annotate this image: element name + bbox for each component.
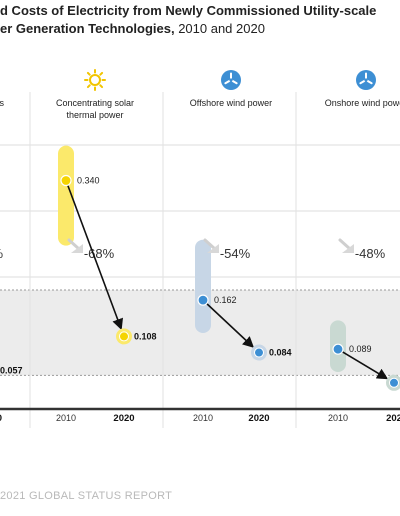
group-1-point-2010 <box>60 174 72 187</box>
group-1-name-line-0: Concentrating solar <box>56 98 134 108</box>
group-3-point-2020 <box>389 377 399 388</box>
group-2-wind-turbine-icon-hub <box>229 78 233 82</box>
group-3-x-label-2010: 2010 <box>328 413 348 423</box>
group-2-decline-icon-stroke <box>203 238 217 251</box>
group-3-x-label-2020: 202 <box>386 413 400 424</box>
group-1-sun-icon-core <box>89 74 101 86</box>
group-2-label-2020: 0.084 <box>269 348 292 358</box>
title-line2-bold: er Generation Technologies, <box>0 21 175 36</box>
group-2-point-2010 <box>197 294 209 306</box>
group-1-sun-icon-ray-7 <box>99 71 104 76</box>
group-3-wind-turbine-icon-hub <box>364 78 368 82</box>
group-1-sun-icon-ray-1 <box>99 84 104 89</box>
title-line2-rest: 2010 and 2020 <box>174 21 265 36</box>
group-3-pct-change: -48% <box>355 246 386 261</box>
group-1-point-2020 <box>119 331 129 342</box>
group-0-x-label-2020: 0 <box>0 413 2 424</box>
group-0-pct-change: % <box>0 246 3 261</box>
group-1-change-arrow <box>65 180 123 331</box>
group-2-x-label-2010: 2010 <box>193 413 213 423</box>
group-1-label-2020: 0.108 <box>134 331 157 341</box>
group-2-name-line-0: Offshore wind power <box>190 98 272 108</box>
group-0-label-2020: 0.057 <box>0 366 23 376</box>
group-1-decline-icon-head <box>71 244 83 253</box>
group-1-x-label-2020: 2020 <box>113 413 134 424</box>
group-2-pct-change: -54% <box>220 246 251 261</box>
group-1-sun-icon-ray-3 <box>86 84 91 89</box>
group-1-sun-icon-ray-5 <box>86 71 91 76</box>
group-3-change-arrow <box>337 348 389 380</box>
group-3-label-2010: 0.089 <box>349 344 372 354</box>
group-3-decline-icon-stroke <box>338 238 352 251</box>
group-1-pct-change: -68% <box>84 246 115 261</box>
group-1-x-label-2010: 2010 <box>56 413 76 423</box>
group-2-point-2020 <box>254 347 264 358</box>
group-2-decline-icon-head <box>207 244 219 253</box>
title-line1: d Costs of Electricity from Newly Commis… <box>0 3 377 18</box>
report-footer: 2021 GLOBAL STATUS REPORT <box>0 490 173 502</box>
group-2-change-arrow <box>202 299 255 348</box>
group-2-label-2010: 0.162 <box>214 295 237 305</box>
group-2-x-label-2020: 2020 <box>248 413 269 424</box>
group-1-decline-icon-stroke <box>67 238 81 251</box>
group-1-label-2010: 0.340 <box>77 175 100 185</box>
group-3-name-line-0: Onshore wind power <box>325 98 400 108</box>
chart-title: d Costs of Electricity from Newly Commis… <box>0 2 400 38</box>
group-0-name: s <box>0 98 5 108</box>
group-3-decline-icon-head <box>342 244 354 253</box>
group-3-point-2010 <box>332 343 344 355</box>
group-1-name-line-1: thermal power <box>66 110 123 120</box>
